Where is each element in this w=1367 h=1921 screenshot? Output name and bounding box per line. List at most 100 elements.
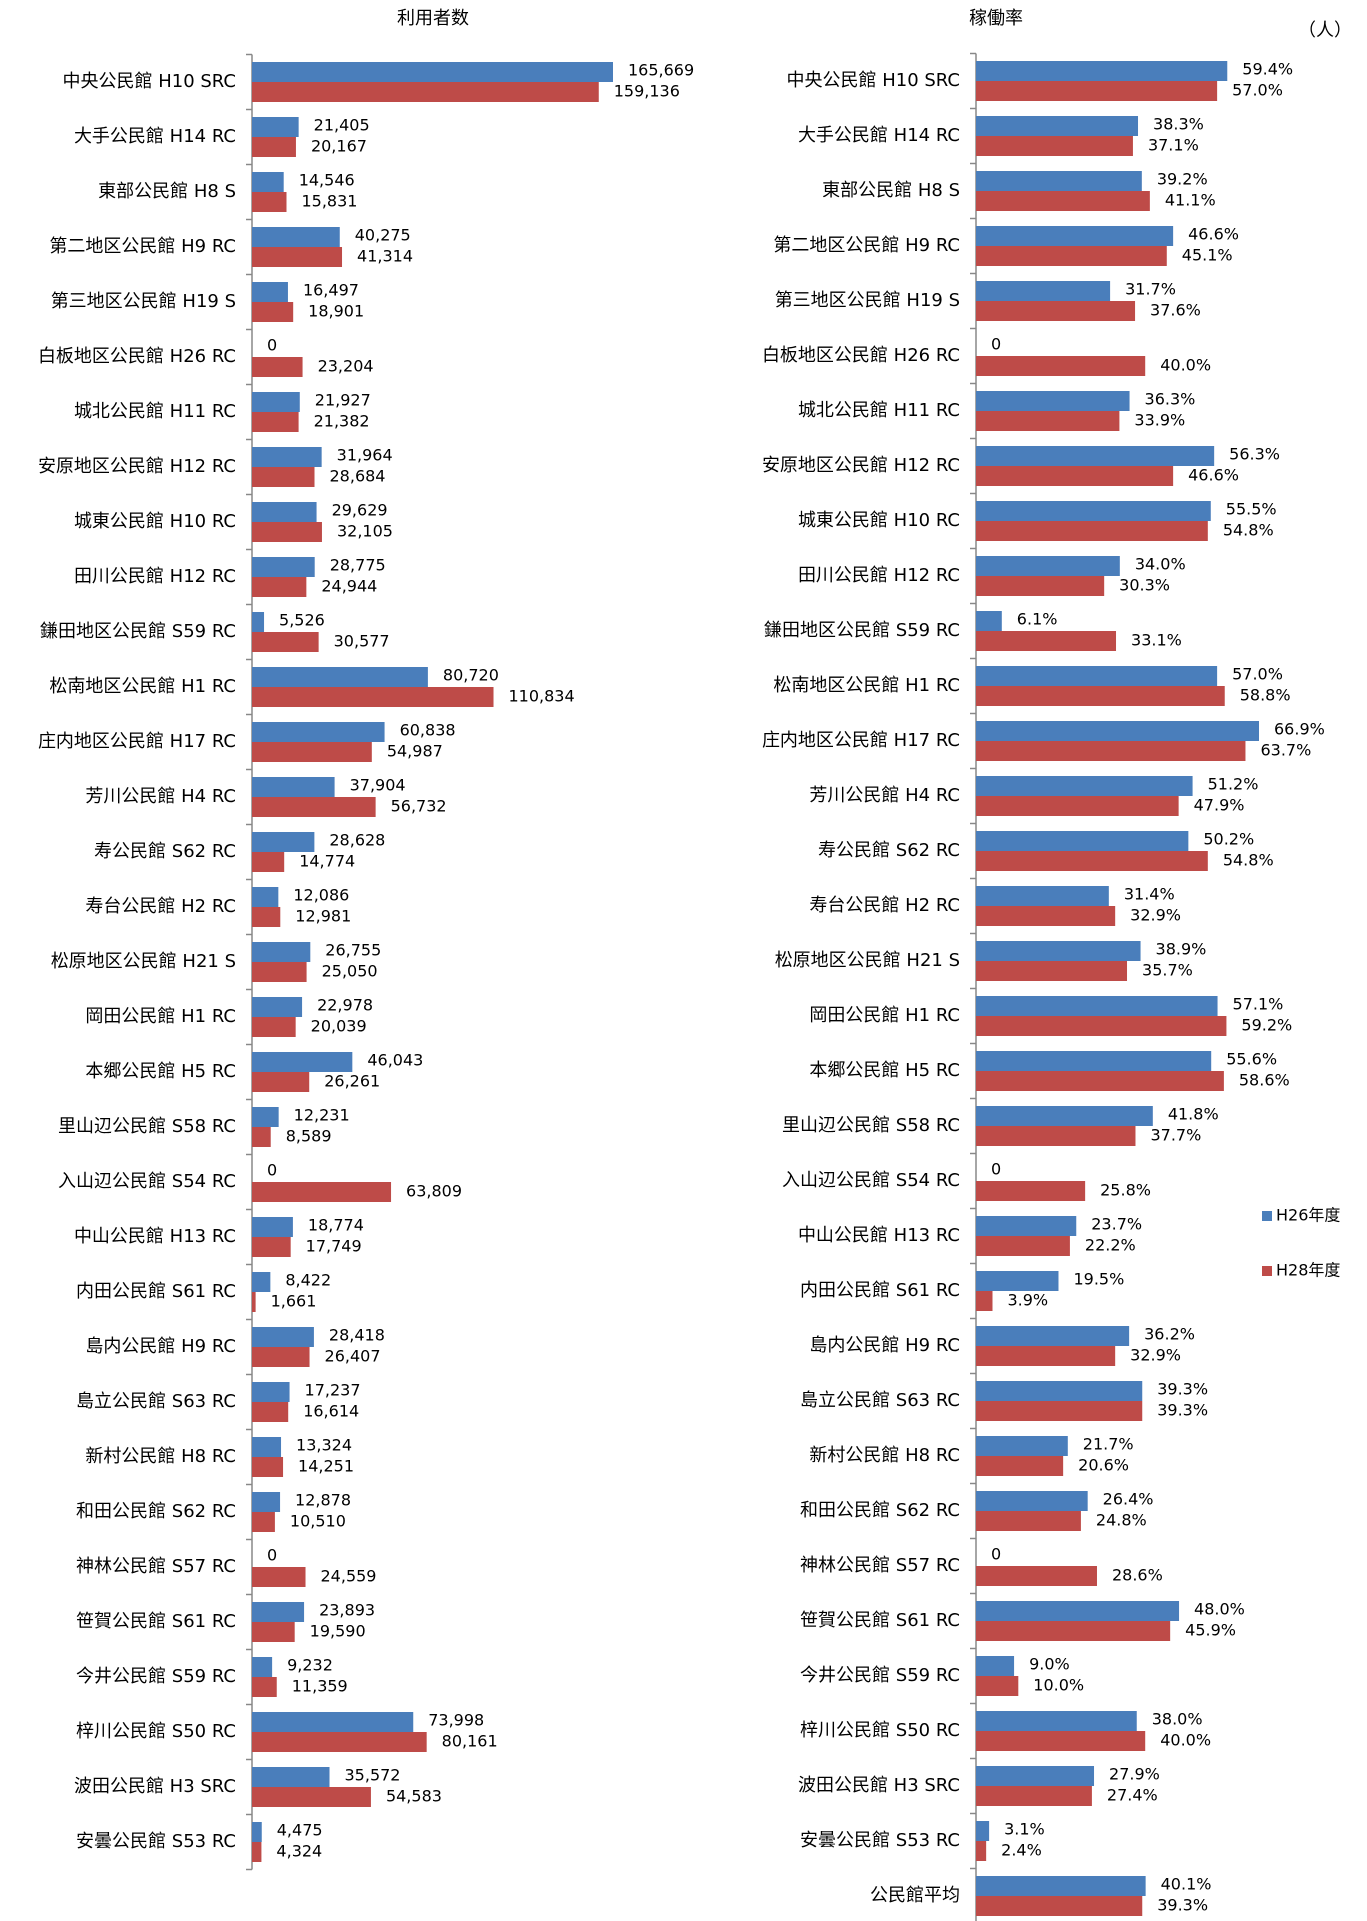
value-label: 39.3% xyxy=(1157,1401,1208,1420)
category-label: 第二地区公民館 H9 RC xyxy=(49,236,236,257)
value-label: 25.8% xyxy=(1100,1181,1151,1200)
value-label: 0 xyxy=(267,1546,277,1565)
bar xyxy=(976,1621,1171,1641)
value-label: 26,261 xyxy=(324,1072,380,1091)
value-label: 24,559 xyxy=(321,1567,377,1586)
bar xyxy=(976,776,1193,796)
bar xyxy=(976,1786,1092,1806)
value-label: 35,572 xyxy=(345,1766,401,1785)
value-label: 46.6% xyxy=(1188,466,1239,485)
category-label: 入山辺公民館 S54 RC xyxy=(58,1171,236,1192)
category-label: 大手公民館 H14 RC xyxy=(798,125,960,146)
value-label: 28.6% xyxy=(1112,1566,1163,1585)
value-label: 80,720 xyxy=(443,666,499,685)
value-label: 0 xyxy=(267,1161,277,1180)
bar xyxy=(252,1512,275,1532)
category-label: 安曇公民館 S53 RC xyxy=(800,1830,960,1851)
bar xyxy=(976,191,1150,211)
bar xyxy=(252,1567,306,1587)
bar xyxy=(976,1271,1059,1291)
bar xyxy=(252,1052,353,1072)
value-label: 18,901 xyxy=(308,302,364,321)
value-label: 16,614 xyxy=(303,1402,359,1421)
value-label: 28,684 xyxy=(330,467,386,486)
value-label: 6.1% xyxy=(1017,610,1058,629)
value-label: 159,136 xyxy=(614,82,680,101)
category-label: 松原地区公民館 H21 S xyxy=(51,951,236,972)
bar xyxy=(976,556,1120,576)
value-label: 4,324 xyxy=(276,1842,322,1861)
bar xyxy=(252,1272,271,1292)
bar xyxy=(252,907,281,927)
bar xyxy=(976,81,1218,101)
value-label: 11,359 xyxy=(292,1677,348,1696)
bar xyxy=(252,392,300,412)
bar xyxy=(252,1327,314,1347)
value-label: 2.4% xyxy=(1001,1841,1042,1860)
category-label: 笹賀公民館 S61 RC xyxy=(76,1611,236,1632)
bar xyxy=(976,741,1246,761)
bar xyxy=(252,172,284,192)
bar xyxy=(252,1492,281,1512)
category-label: 城東公民館 H10 RC xyxy=(798,510,960,531)
category-label: 本郷公民館 H5 RC xyxy=(85,1061,236,1082)
bar xyxy=(976,391,1130,411)
category-label: 庄内地区公民館 H17 RC xyxy=(762,730,960,751)
value-label: 57.1% xyxy=(1233,995,1284,1014)
bar xyxy=(252,852,285,872)
value-label: 27.4% xyxy=(1107,1786,1158,1805)
bar xyxy=(976,721,1259,741)
value-label: 57.0% xyxy=(1232,81,1283,100)
category-label: 安曇公民館 S53 RC xyxy=(76,1831,236,1852)
value-label: 19,590 xyxy=(310,1622,366,1641)
value-label: 40,275 xyxy=(355,226,411,245)
value-label: 73,998 xyxy=(428,1711,484,1730)
bar xyxy=(252,82,599,102)
bar xyxy=(252,1402,289,1422)
bar xyxy=(252,612,265,632)
value-label: 41,314 xyxy=(357,247,413,266)
bar xyxy=(252,1237,291,1257)
value-label: 0 xyxy=(991,335,1001,354)
bar xyxy=(976,61,1228,81)
category-label: 安原地区公民館 H12 RC xyxy=(38,456,236,477)
category-label: 本郷公民館 H5 RC xyxy=(809,1060,960,1081)
bar xyxy=(252,117,299,137)
value-label: 26.4% xyxy=(1103,1490,1154,1509)
value-label: 54.8% xyxy=(1223,851,1274,870)
bar xyxy=(976,1106,1153,1126)
category-label: 中山公民館 H13 RC xyxy=(798,1225,960,1246)
bar xyxy=(976,831,1189,851)
value-label: 0 xyxy=(991,1160,1001,1179)
bar xyxy=(976,1051,1212,1071)
value-label: 36.2% xyxy=(1144,1325,1195,1344)
bar xyxy=(976,1016,1227,1036)
bar xyxy=(976,796,1179,816)
category-label: 公民館平均 xyxy=(870,1885,960,1906)
bar xyxy=(252,1622,295,1642)
value-label: 8,422 xyxy=(285,1271,331,1290)
value-label: 12,231 xyxy=(294,1106,350,1125)
value-label: 21.7% xyxy=(1083,1435,1134,1454)
bar xyxy=(976,1896,1143,1916)
bar xyxy=(976,1841,987,1861)
value-label: 4,475 xyxy=(277,1821,323,1840)
bar xyxy=(252,1457,284,1477)
value-label: 80,161 xyxy=(442,1732,498,1751)
value-label: 41.1% xyxy=(1165,191,1216,210)
category-label: 波田公民館 H3 SRC xyxy=(74,1776,236,1797)
bar xyxy=(252,1292,256,1312)
bar xyxy=(252,1712,414,1732)
value-label: 54.8% xyxy=(1223,521,1274,540)
category-label: 寿公民館 S62 RC xyxy=(94,841,236,862)
value-label: 22.2% xyxy=(1085,1236,1136,1255)
value-label: 47.9% xyxy=(1194,796,1245,815)
value-label: 25,050 xyxy=(322,962,378,981)
value-label: 3.1% xyxy=(1004,1820,1045,1839)
bar xyxy=(252,797,376,817)
category-label: 田川公民館 H12 RC xyxy=(798,565,960,586)
bar xyxy=(976,446,1215,466)
bar xyxy=(976,1181,1086,1201)
bar xyxy=(976,1566,1097,1586)
bar xyxy=(976,1731,1146,1751)
